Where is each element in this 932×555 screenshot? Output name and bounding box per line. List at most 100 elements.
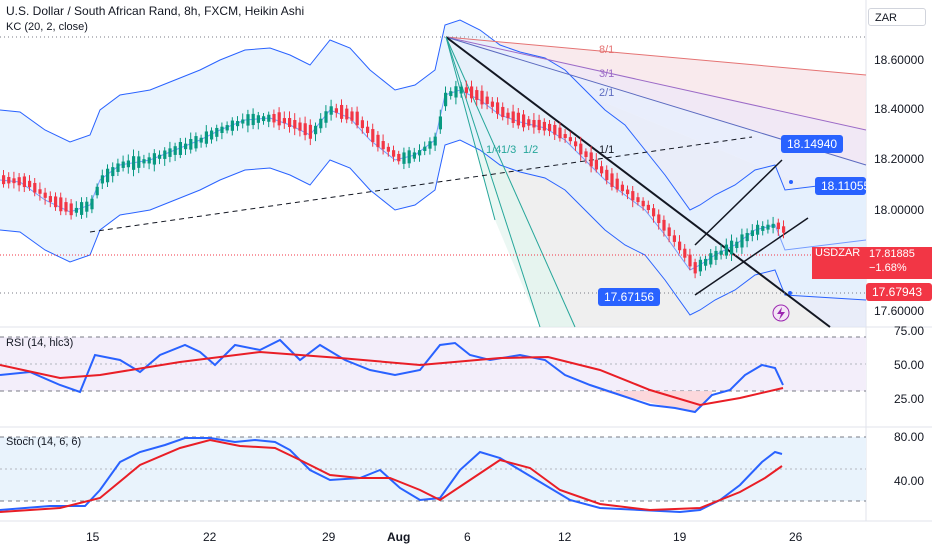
price-tick: 18.60000 [873,53,924,67]
candle-body [7,176,11,184]
keltner-band-fill [0,20,866,315]
candle-body [152,153,156,165]
candle-body [319,118,323,129]
candle-body [407,150,411,164]
indicator-label[interactable]: KC (20, 2, close) [6,21,88,33]
candle-body [714,250,718,260]
fan-label-3-1: 3/1 [599,68,615,80]
candle-body [402,152,406,164]
fan-line [445,36,831,328]
current-price: 17.81885 [869,248,915,260]
candle-body [782,226,786,233]
candle-body [444,92,448,107]
candle-body [480,90,484,105]
candle-body [12,178,16,184]
candle-body [267,114,271,122]
candle-body [433,136,437,146]
candle-body [43,192,47,198]
candle-body [137,156,141,168]
price-tick: 17.60000 [873,304,924,318]
candle-body [667,227,671,237]
rsi-tick: 75.00 [893,324,924,338]
candle-body [511,111,515,124]
candle-body [662,219,666,231]
candle-body [282,118,286,124]
currency-selector[interactable]: ZAR [868,8,926,26]
candle-body [392,150,396,157]
candle-body [532,119,536,128]
candle-body [449,91,453,97]
candle-body [542,121,546,131]
keltner-upper-line [0,19,867,211]
price-callout-low[interactable]: 17.67156 [598,288,661,306]
candle-body [251,113,255,126]
time-tick: 22 [203,530,217,544]
candle-body [74,207,78,213]
candle-body [298,122,302,131]
candle-body [334,108,338,113]
fan-label-1-3: 1/3 [501,144,517,156]
candle-body [314,125,318,135]
candle-body [59,197,63,212]
fan-label-1-2: 1/2 [523,144,539,156]
candle-body [194,136,198,149]
candle-body [568,137,572,142]
time-tick: 29 [322,530,336,544]
candle-body [132,156,136,170]
candle-body [28,180,32,188]
price-callout-mid[interactable]: 18.11055 [815,177,866,195]
candle-body [501,106,505,118]
rsi-title[interactable]: RSI (14, hlc3) [6,337,74,349]
candle-body [199,137,203,143]
candle-body [704,258,708,266]
candle-body [230,120,234,131]
candle-body [38,189,42,194]
candle-body [620,184,624,192]
candle-body [626,189,630,195]
fan-label-8-1: 8/1 [599,44,615,56]
candle-body [184,143,188,150]
candle-body [485,96,489,104]
candle-body [553,124,557,135]
candle-body [527,119,531,126]
candle-body [54,196,58,208]
candle-body [397,153,401,162]
candle-body [641,200,645,207]
candle-body [490,101,494,107]
candle-body [158,154,162,159]
candle-body [563,134,567,139]
candle-body [579,143,583,155]
candle-body [771,223,775,228]
candle-body [189,139,193,150]
candle-body [574,141,578,147]
candle-body [90,198,94,210]
price-callout-upper[interactable]: 18.14940 [781,135,844,153]
candle-body [215,127,219,137]
candle-body [776,222,780,230]
current-change: −1.68% [869,262,907,274]
candle-body [428,141,432,149]
candle-body [600,166,604,174]
candle-body [496,102,500,114]
candle-body [724,244,728,256]
stoch-title[interactable]: Stoch (14, 6, 6) [6,436,82,448]
stoch-d-line [0,438,783,513]
candle-body [272,114,276,123]
candle-body [672,235,676,242]
fan-line [445,36,496,221]
candle-body [636,197,640,203]
price-tick: 18.40000 [873,102,924,116]
candle-body [126,160,130,168]
candle-body [350,111,354,121]
candle-body [256,115,260,123]
time-tick: Aug [387,530,411,544]
candle-body [693,262,697,274]
candle-body [735,241,739,248]
dashed-trendline [89,136,753,233]
candle-body [719,250,723,255]
candle-body [204,131,208,144]
candle-body [220,126,224,133]
candle-body [225,125,229,131]
